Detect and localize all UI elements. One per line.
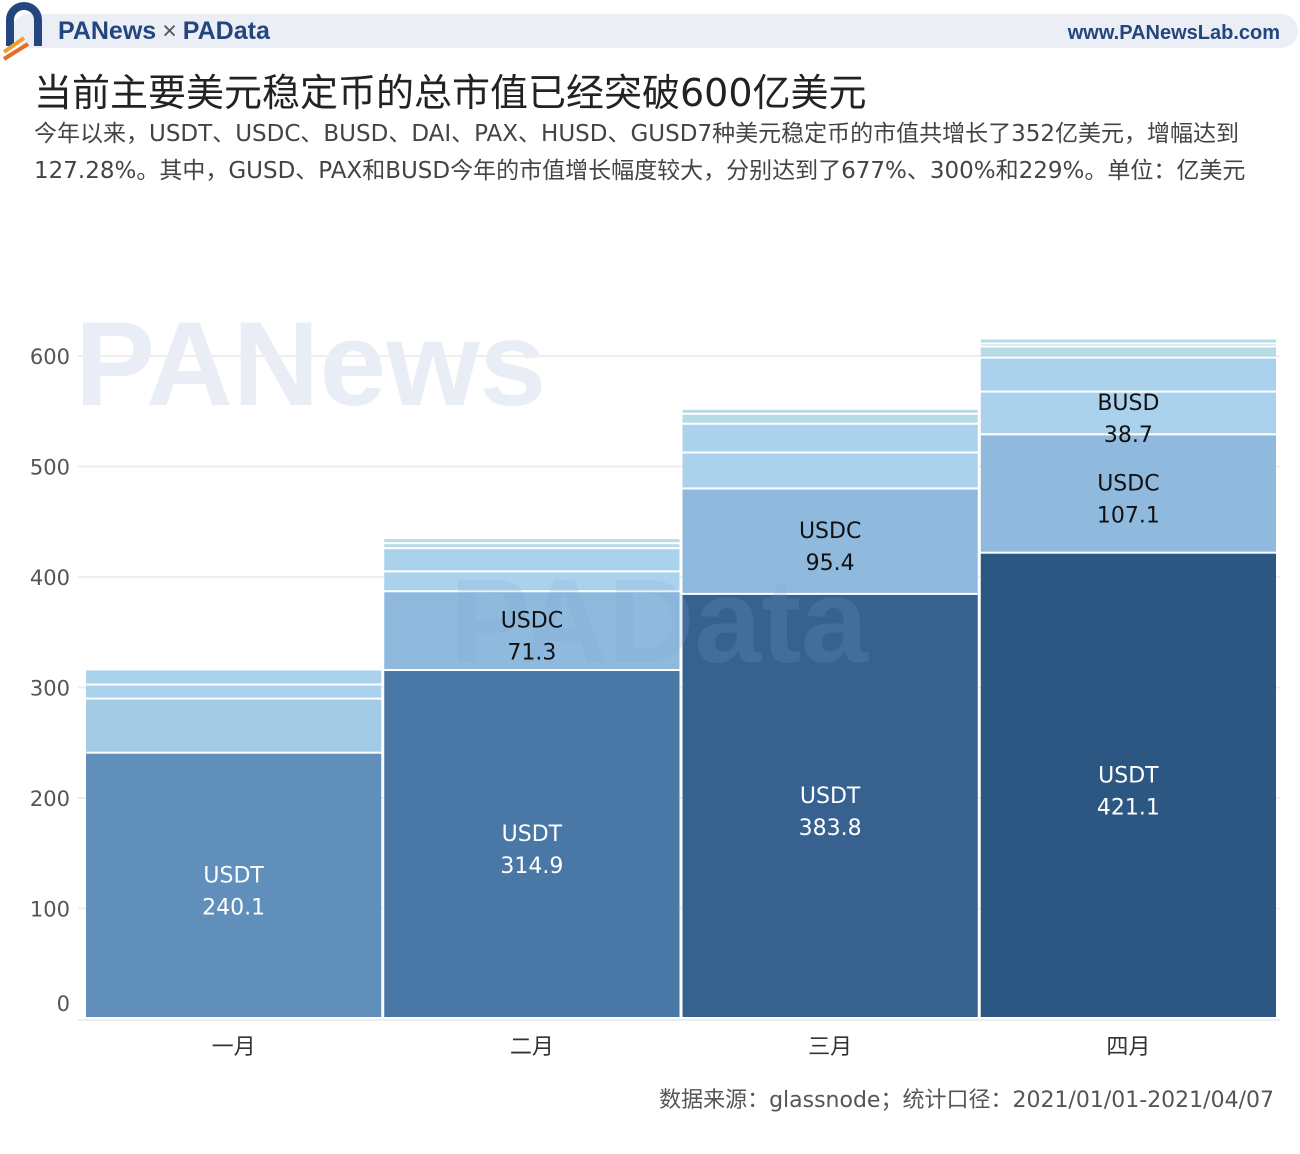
segment-value-label: 314.9 bbox=[500, 854, 563, 879]
y-tick-label: 600 bbox=[30, 345, 70, 369]
segment-series-label: USDC bbox=[1097, 472, 1159, 497]
bar-segment-usdc bbox=[86, 699, 382, 752]
website-link[interactable]: www.PANewsLab.com bbox=[1067, 22, 1280, 44]
segment-value-label: 421.1 bbox=[1097, 795, 1160, 820]
segment-series-label: BUSD bbox=[1097, 391, 1159, 416]
x-tick-label: 一月 bbox=[212, 1035, 256, 1060]
bar-segment-series-3 bbox=[384, 549, 680, 571]
bar-segment-series-5 bbox=[384, 539, 680, 543]
segment-series-label: USDT bbox=[1098, 763, 1159, 788]
segment-series-label: USDT bbox=[203, 863, 264, 888]
bar-segment-busd bbox=[86, 685, 382, 698]
bar-segment-series-4 bbox=[384, 544, 680, 548]
bar-segment-usdt bbox=[682, 594, 978, 1017]
bar-segment-series-6 bbox=[980, 339, 1276, 343]
brand-panews: PANews bbox=[58, 17, 157, 45]
segment-value-label: 240.1 bbox=[202, 895, 265, 920]
segment-value-label: 71.3 bbox=[507, 641, 556, 666]
bar-segment-busd bbox=[682, 453, 978, 488]
segment-series-label: USDT bbox=[502, 822, 563, 847]
bar-segment-usdc bbox=[682, 489, 978, 593]
y-tick-label: 500 bbox=[30, 456, 70, 480]
segment-series-label: USDC bbox=[799, 519, 861, 544]
bar-segment-series-5 bbox=[682, 409, 978, 413]
chart-title: 当前主要美元稳定币的总市值已经突破600亿美元 bbox=[34, 71, 867, 115]
y-tick-label: 300 bbox=[30, 677, 70, 701]
segment-value-label: 38.7 bbox=[1104, 423, 1153, 448]
segment-series-label: USDC bbox=[501, 609, 563, 634]
bar-segment-series-5 bbox=[980, 344, 1276, 346]
bar-segment-series-3 bbox=[980, 358, 1276, 391]
chart-subtitle: 今年以来，USDT、USDC、BUSD、DAI、PAX、HUSD、GUSD7种美… bbox=[34, 121, 1246, 184]
segment-value-label: 107.1 bbox=[1097, 504, 1160, 529]
header-banner bbox=[12, 14, 1298, 48]
bar-segment-busd bbox=[980, 392, 1276, 434]
watermark-panews: PANews bbox=[75, 297, 546, 431]
segment-value-label: 95.4 bbox=[806, 551, 855, 576]
bar-segment-series-3 bbox=[682, 424, 978, 452]
segment-value-label: 383.8 bbox=[799, 816, 862, 841]
y-tick-label: 200 bbox=[30, 787, 70, 811]
bar-segment-usdt bbox=[384, 671, 680, 1017]
data-source-note: 数据来源：glassnode；统计口径：2021/01/01-2021/04/0… bbox=[659, 1088, 1274, 1113]
bar-segment-usdc bbox=[384, 592, 680, 670]
bar-segment-usdt bbox=[980, 553, 1276, 1017]
bar-segment-series-3 bbox=[86, 670, 382, 684]
x-tick-label: 四月 bbox=[1106, 1035, 1150, 1060]
watermark-padata: PAData bbox=[450, 554, 869, 688]
x-tick-label: 二月 bbox=[510, 1035, 554, 1060]
bar-segment-series-4 bbox=[980, 347, 1276, 357]
y-tick-label: 0 bbox=[57, 992, 70, 1016]
y-tick-label: 100 bbox=[30, 898, 70, 922]
y-tick-label: 400 bbox=[30, 566, 70, 590]
bar-segment-usdc bbox=[980, 435, 1276, 552]
panews-logo-icon bbox=[2, 2, 42, 61]
brand-separator: × bbox=[162, 17, 177, 45]
brand-logo-text: PANews × PAData bbox=[58, 17, 270, 46]
bar-segment-series-4 bbox=[682, 414, 978, 423]
segment-series-label: USDT bbox=[800, 784, 861, 809]
x-tick-label: 三月 bbox=[808, 1035, 852, 1060]
brand-padata: PAData bbox=[182, 17, 270, 45]
bar-segment-usdt bbox=[86, 753, 382, 1017]
bar-segment-busd bbox=[384, 572, 680, 591]
